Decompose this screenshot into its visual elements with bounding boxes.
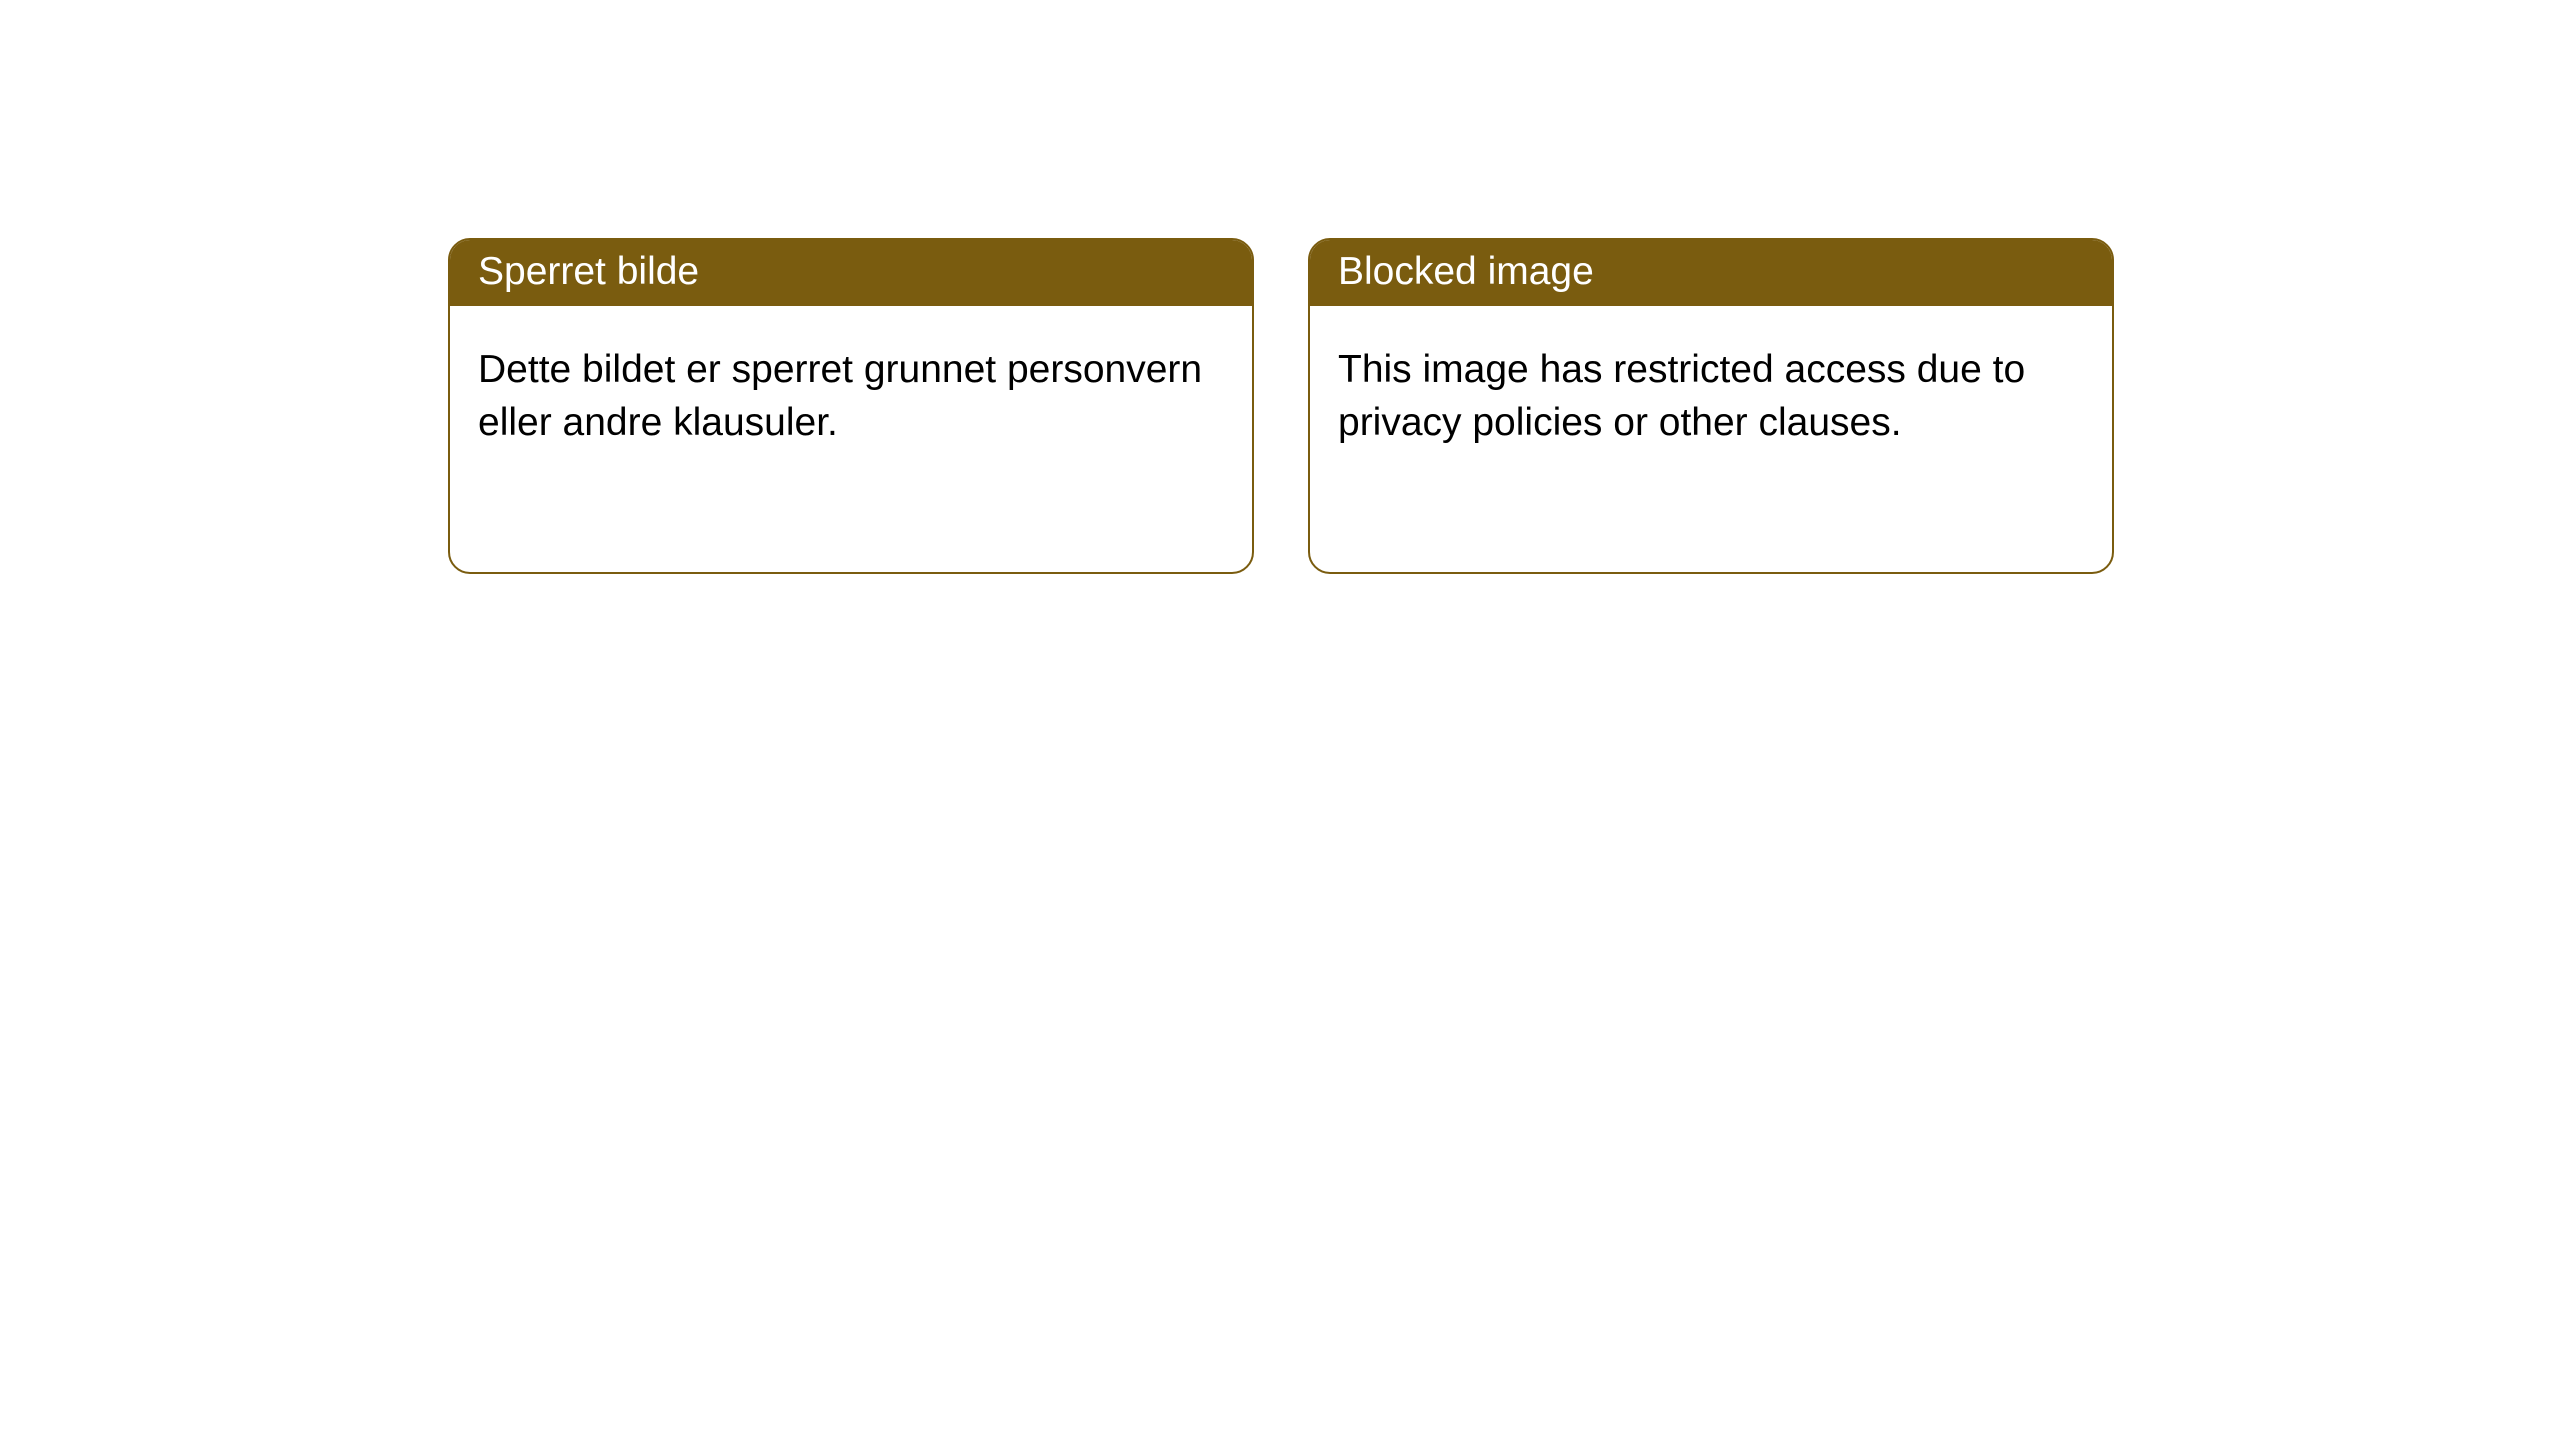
notice-container: Sperret bilde Dette bildet er sperret gr… [0,0,2560,574]
notice-body: Dette bildet er sperret grunnet personve… [450,306,1252,477]
notice-card-english: Blocked image This image has restricted … [1308,238,2114,574]
notice-header: Blocked image [1310,240,2112,306]
notice-body: This image has restricted access due to … [1310,306,2112,477]
notice-card-norwegian: Sperret bilde Dette bildet er sperret gr… [448,238,1254,574]
notice-header: Sperret bilde [450,240,1252,306]
